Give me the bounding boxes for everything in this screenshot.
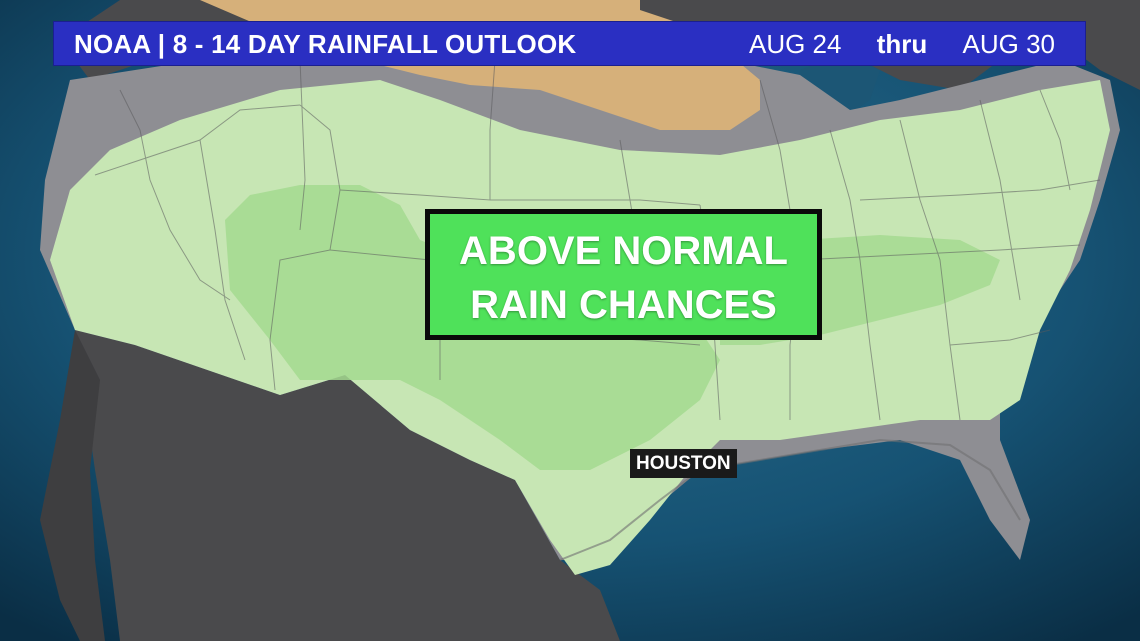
above-normal-callout: ABOVE NORMAL RAIN CHANCES	[425, 209, 822, 340]
date-start: AUG 24	[748, 29, 842, 59]
header-bar: NOAA | 8 - 14 DAY RAINFALL OUTLOOK AUG 2…	[53, 21, 1086, 66]
callout-line-2: RAIN CHANCES	[470, 283, 777, 327]
date-range: AUG 24 thru AUG 30	[749, 29, 1055, 60]
city-label-houston: HOUSTON	[630, 449, 737, 478]
baja-peninsula	[40, 330, 105, 641]
date-separator: thru	[876, 29, 928, 59]
state-boundaries	[94, 59, 1101, 421]
callout-line-1: ABOVE NORMAL	[459, 229, 788, 273]
date-end: AUG 30	[962, 29, 1056, 59]
gulf-coastline	[559, 438, 1021, 561]
outlook-title: NOAA | 8 - 14 DAY RAINFALL OUTLOOK	[74, 29, 577, 59]
great-lakes	[795, 55, 960, 160]
mexico-landmass	[75, 330, 620, 641]
